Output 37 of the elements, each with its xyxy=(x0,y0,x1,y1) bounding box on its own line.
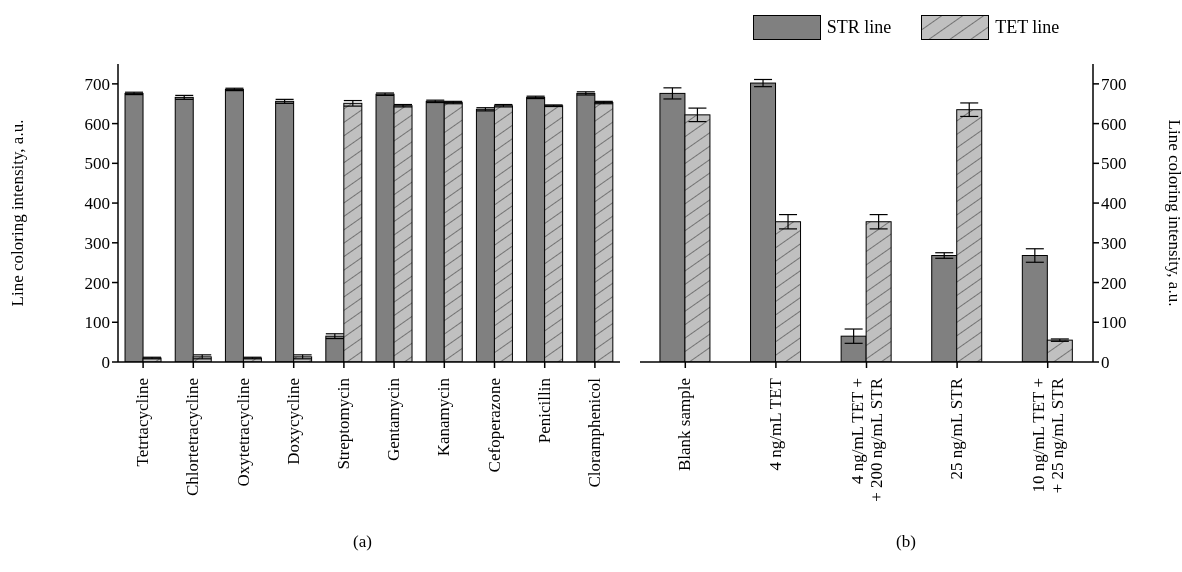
y-tick-label: 600 xyxy=(84,114,110,134)
x-tick-label: 25 ng/mL STR xyxy=(947,377,967,480)
y2-tick-label: 600 xyxy=(1101,114,1127,134)
x-tick-label: Penicillin xyxy=(534,377,554,444)
y-tick-label: 400 xyxy=(84,194,110,214)
y-axis-title: Line coloring intensity, a.u. xyxy=(8,119,28,307)
y2-axis-title: Line coloring intensity, a.u. xyxy=(1164,119,1182,307)
x-tick-label: Cefoperazone xyxy=(484,378,504,473)
y-tick-label: 200 xyxy=(84,273,110,293)
y2-tick-label: 700 xyxy=(1101,74,1127,94)
x-tick-label: 4 ng/mL TET xyxy=(765,377,785,471)
y2-tick-label: 0 xyxy=(1101,353,1110,373)
x-tick-label: Doxycycline xyxy=(283,378,303,465)
y2-tick-label: 300 xyxy=(1101,233,1127,253)
y-tick-label: 0 xyxy=(101,353,110,373)
y-tick-label: 100 xyxy=(84,313,110,333)
y2-tick-label: 200 xyxy=(1101,273,1127,293)
x-tick-label: Chlortetracycline xyxy=(183,378,203,497)
x-tick-label: Blank sample xyxy=(675,378,695,472)
x-tick-label: Oxytetracycline xyxy=(233,378,253,487)
x-tick-label: 4 ng/mL TET + + 200 ng/mL STR xyxy=(847,377,886,502)
x-tick-label: Gentamycin xyxy=(384,377,404,462)
y-tick-label: 700 xyxy=(84,74,110,94)
legend-label: STR line xyxy=(826,17,892,38)
y2-tick-label: 100 xyxy=(1101,313,1127,333)
text: (a) xyxy=(352,532,373,552)
y-tick-label: 500 xyxy=(84,154,110,174)
x-tick-label: Tetrtacycline xyxy=(133,378,153,467)
y2-tick-label: 500 xyxy=(1101,154,1127,174)
x-tick-label: Streptomycin xyxy=(333,377,353,470)
x-tick-label: Kanamycin xyxy=(434,377,454,457)
y-tick-label: 300 xyxy=(84,233,110,253)
x-tick-label: 10 ng/mL TET + + 25 ng/mL STR xyxy=(1028,377,1067,494)
x-tick-label: Cloramphenicol xyxy=(584,377,604,488)
y2-tick-label: 400 xyxy=(1101,194,1127,214)
legend-label: TET line xyxy=(995,17,1060,38)
text: (b) xyxy=(895,532,917,552)
